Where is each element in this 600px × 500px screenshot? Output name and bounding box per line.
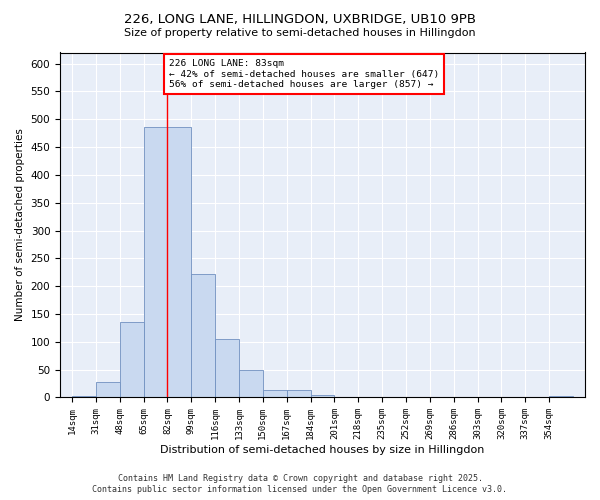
Bar <box>334 397 358 398</box>
Text: 226, LONG LANE, HILLINGDON, UXBRIDGE, UB10 9PB: 226, LONG LANE, HILLINGDON, UXBRIDGE, UB… <box>124 12 476 26</box>
Text: Contains HM Land Registry data © Crown copyright and database right 2025.
Contai: Contains HM Land Registry data © Crown c… <box>92 474 508 494</box>
Text: 226 LONG LANE: 83sqm
← 42% of semi-detached houses are smaller (647)
56% of semi: 226 LONG LANE: 83sqm ← 42% of semi-detac… <box>169 59 439 89</box>
Bar <box>549 396 573 398</box>
Bar <box>96 382 119 398</box>
Bar <box>239 370 263 398</box>
Bar <box>287 390 311 398</box>
Bar <box>215 339 239 398</box>
Bar <box>311 394 334 398</box>
Bar <box>119 322 143 398</box>
Y-axis label: Number of semi-detached properties: Number of semi-detached properties <box>15 128 25 322</box>
Text: Size of property relative to semi-detached houses in Hillingdon: Size of property relative to semi-detach… <box>124 28 476 38</box>
Bar <box>72 396 96 398</box>
Bar <box>143 126 167 398</box>
X-axis label: Distribution of semi-detached houses by size in Hillingdon: Distribution of semi-detached houses by … <box>160 445 485 455</box>
Bar <box>263 390 287 398</box>
Bar <box>191 274 215 398</box>
Bar <box>502 397 526 398</box>
Bar <box>167 126 191 398</box>
